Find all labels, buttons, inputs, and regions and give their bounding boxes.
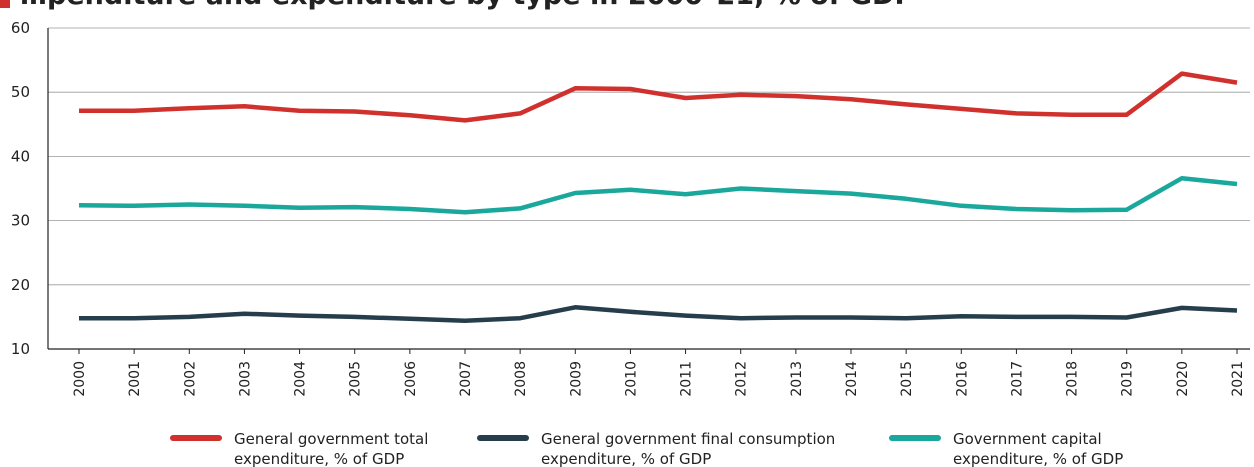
legend-label-2: expenditure, % of GDP [953, 450, 1123, 467]
x-tick-label: 2016 [954, 361, 970, 397]
y-axis-ticks: 10 20 30 40 50 60 [11, 19, 30, 358]
x-axis-ticks: 2000 2001 2002 2003 2004 2005 2006 2007 2008 2009… [72, 349, 1246, 397]
grid-lines [48, 27, 1250, 286]
x-tick-label: 2017 [1009, 361, 1025, 397]
legend: General government total expenditure, % o… [170, 430, 1123, 467]
y-tick-label: 50 [11, 83, 30, 101]
series-line-1 [79, 305, 1238, 324]
x-tick-label: 2001 [127, 361, 143, 397]
legend-label-0: expenditure, % of GDP [234, 450, 404, 467]
legend-label-1: General government final consumption [541, 430, 835, 448]
y-tick-label: 60 [11, 19, 30, 37]
x-tick-label: 2020 [1175, 361, 1191, 397]
x-tick-label: 2014 [844, 361, 860, 397]
x-tick-label: 2010 [623, 361, 639, 397]
x-tick-label: 2004 [293, 361, 309, 397]
y-tick-label: 30 [11, 212, 30, 230]
x-tick-label: 2006 [403, 361, 419, 397]
x-tick-label: 2021 [1230, 361, 1246, 397]
x-tick-label: 2002 [182, 361, 198, 397]
x-tick-label: 2013 [789, 361, 805, 397]
y-tick-label: 20 [11, 276, 30, 294]
x-tick-label: 2018 [1065, 361, 1081, 397]
legend-label-0: General government total [234, 430, 428, 448]
x-tick-label: 2015 [899, 361, 915, 397]
x-tick-label: 2003 [237, 361, 253, 397]
legend-label-1: expenditure, % of GDP [541, 450, 711, 467]
series-line-0 [79, 71, 1238, 123]
x-tick-label: 2008 [513, 361, 529, 397]
y-tick-label: 40 [11, 147, 30, 165]
x-tick-label: 2019 [1120, 361, 1136, 397]
legend-label-2: Government capital [953, 430, 1102, 448]
series-lines [78, 71, 1238, 324]
title-marker [0, 0, 10, 8]
series-line-2 [78, 175, 1238, 215]
chart-title: …penditure and expenditure by type in 20… [20, 0, 914, 11]
y-tick-label: 10 [11, 340, 30, 358]
x-tick-label: 2012 [734, 361, 750, 397]
x-tick-label: 2009 [568, 361, 584, 397]
x-tick-label: 2005 [348, 361, 364, 397]
x-tick-label: 2000 [72, 361, 88, 397]
x-tick-label: 2011 [679, 361, 695, 397]
x-tick-label: 2007 [458, 361, 474, 397]
